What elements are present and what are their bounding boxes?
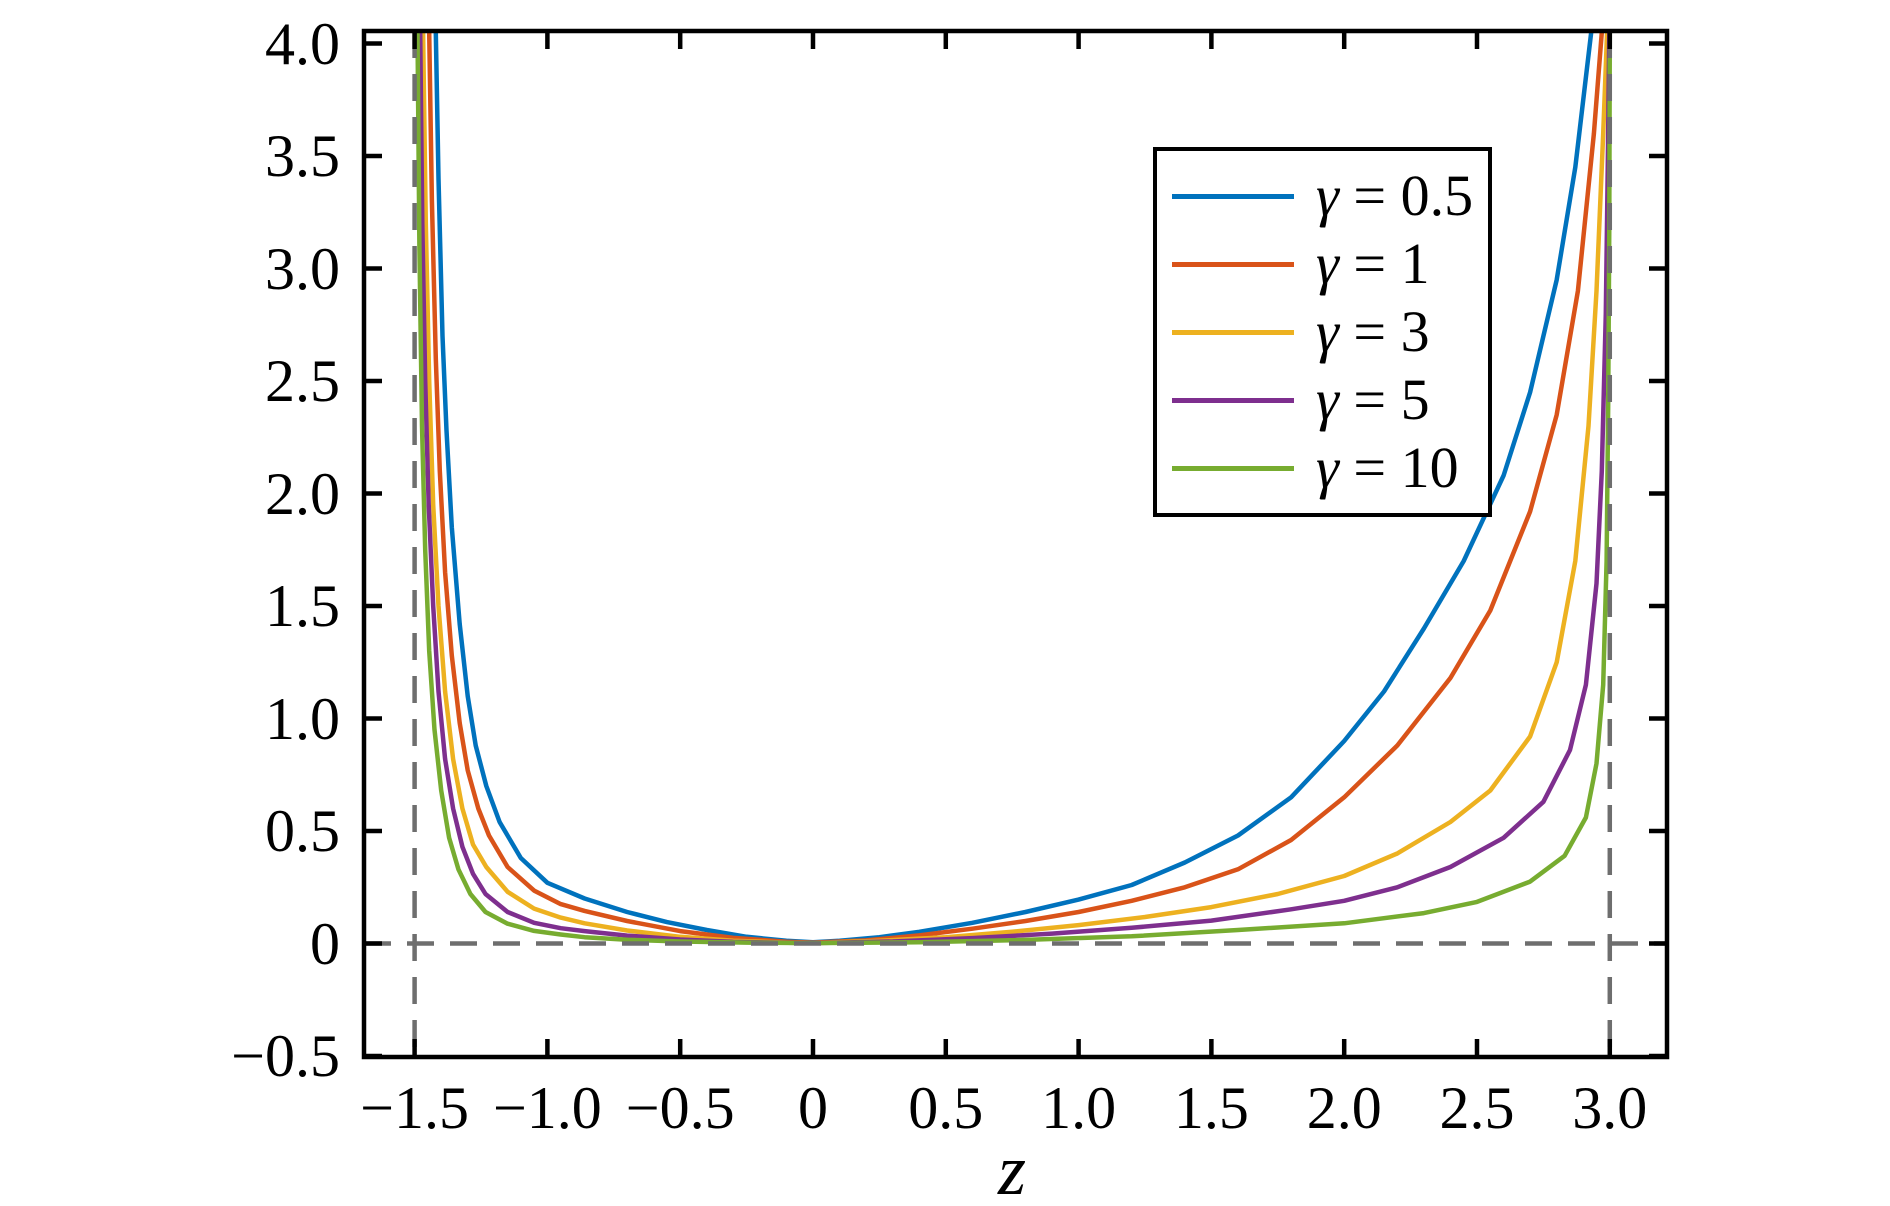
x-tick-label: 1.5 [1173,1075,1249,1141]
legend-entry: γ = 1 [1157,230,1488,298]
x-axis-title: z [997,1130,1027,1206]
y-tick-label: 1.5 [265,573,340,639]
legend-line-sample [1172,465,1294,471]
x-tick-label: −0.5 [625,1075,735,1141]
legend-entry-label: γ = 0.5 [1316,163,1474,228]
x-tick-label: 2.0 [1306,1075,1382,1141]
legend-entry: γ = 5 [1157,366,1488,434]
x-tick-label: 0 [797,1075,828,1141]
legend-line-sample [1172,193,1294,199]
legend-line-sample [1172,397,1294,403]
y-tick-label: 1.0 [265,685,340,752]
legend-entry-label: γ = 1 [1316,231,1430,296]
y-tick-label: −0.5 [231,1023,340,1089]
legend-entry: γ = 3 [1157,298,1488,366]
legend-entry-label: γ = 3 [1316,299,1430,364]
axes-box [361,28,1670,1060]
x-tick-label: 0.5 [908,1075,984,1141]
y-axis-tick-labels: 4.0 3.5 3.0 2.5 2.0 1.5 1.0 0.5 0 −0.5 [0,0,350,1206]
legend-entry-label: γ = 5 [1316,367,1430,432]
y-tick-label: 0.5 [265,798,340,864]
x-tick-label: 2.5 [1439,1075,1515,1141]
y-tick-label: 0 [310,910,340,977]
y-tick-label: 2.0 [265,460,340,527]
x-tick-label: 3.0 [1572,1075,1648,1141]
y-tick-label: 3.5 [265,123,340,189]
legend-line-sample [1172,261,1294,267]
y-tick-label: 4.0 [265,10,340,77]
x-tick-label: −1.5 [360,1075,470,1141]
legend-entry-label: γ = 10 [1316,435,1459,500]
legend-entry: γ = 0.5 [1157,162,1488,230]
legend-entry: γ = 10 [1157,434,1488,502]
legend: γ = 0.5 γ = 1 γ = 3 γ = 5 γ = 10 [1153,147,1492,517]
x-tick-label: −1.0 [492,1075,602,1141]
y-tick-label: 3.0 [265,235,340,302]
y-tick-label: 2.5 [265,348,340,414]
legend-line-sample [1172,329,1294,335]
curve-gamma-10 [415,33,1613,946]
x-tick-label: 1.0 [1041,1075,1117,1141]
